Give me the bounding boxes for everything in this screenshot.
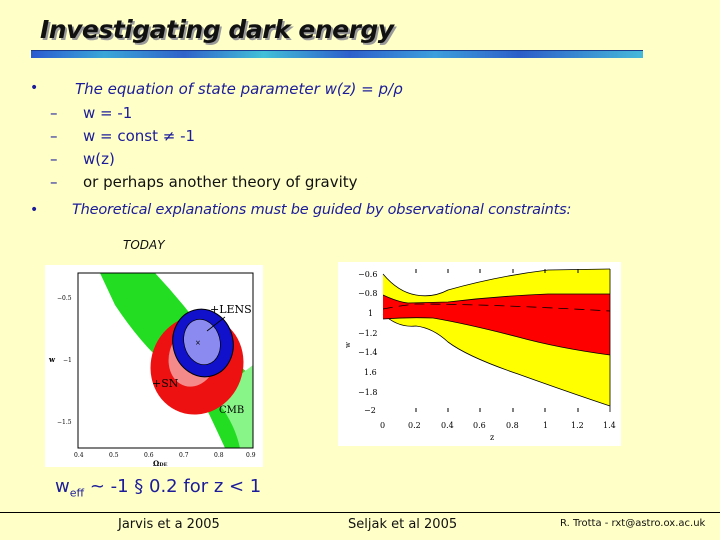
svg-text:0.4: 0.4	[74, 452, 84, 459]
svg-text:−1.8: −1.8	[358, 388, 377, 397]
svg-text:−2: −2	[364, 406, 376, 415]
weff-symbol: w	[55, 476, 70, 497]
dash-icon: –	[50, 104, 58, 122]
bullet-icon: •	[30, 202, 39, 218]
svg-text:−1.2: −1.2	[358, 329, 377, 338]
svg-text:0.4: 0.4	[441, 421, 454, 430]
svg-text:1.6: 1.6	[364, 368, 377, 377]
svg-text:−0.6: −0.6	[358, 270, 377, 279]
svg-text:0.9: 0.9	[246, 452, 256, 459]
svg-text:−0.5: −0.5	[57, 295, 72, 302]
svg-text:−0.8: −0.8	[358, 289, 377, 298]
dash-icon: –	[50, 173, 58, 191]
subitem-text: or perhaps another theory of gravity	[83, 173, 358, 191]
svg-text:1.4: 1.4	[603, 421, 616, 430]
svg-text:w: w	[344, 342, 352, 348]
slide-title: Investigating dark energy	[40, 15, 394, 44]
subitem-text: w(z)	[83, 150, 115, 168]
footer-ref-center: Seljak et al 2005	[348, 517, 458, 532]
dash-icon: –	[50, 127, 58, 145]
dash-icon: –	[50, 150, 58, 168]
svg-text:1: 1	[368, 309, 373, 318]
svg-text:0.8: 0.8	[506, 421, 519, 430]
svg-text:−1.5: −1.5	[57, 419, 72, 426]
bullet-text: Theoretical explanations must be guided …	[72, 202, 572, 218]
svg-text:1: 1	[543, 421, 548, 430]
svg-text:×: ×	[195, 339, 201, 347]
svg-text:1.2: 1.2	[571, 421, 584, 430]
svg-text:−1.4: −1.4	[358, 348, 377, 357]
weff-value: ~ -1 § 0.2 for z < 1	[84, 476, 262, 497]
svg-text:w: w	[48, 355, 56, 364]
svg-text:0.6: 0.6	[473, 421, 486, 430]
svg-text:0.8: 0.8	[214, 452, 224, 459]
lens-label: +LENS	[210, 303, 252, 316]
footer-ref-left: Jarvis et a 2005	[118, 517, 220, 532]
today-label: TODAY	[123, 238, 165, 252]
footer-divider	[0, 512, 720, 513]
svg-text:CMB: CMB	[219, 405, 244, 416]
contour-plot-omega-w: × +LENS +SN CMB −0.5 −1 −1.5 w 0.4 0.5 0…	[45, 265, 263, 468]
weff-subscript: eff	[69, 486, 85, 500]
weff-result: weff ~ -1 § 0.2 for z < 1	[55, 476, 261, 500]
svg-text:−1: −1	[63, 357, 72, 364]
svg-text:z: z	[490, 433, 494, 442]
svg-text:0.2: 0.2	[408, 421, 421, 430]
svg-text:0.6: 0.6	[144, 452, 154, 459]
footer-author: R. Trotta - rxt@astro.ox.ac.uk	[560, 518, 706, 529]
title-underline-bar	[31, 50, 643, 58]
svg-text:0.5: 0.5	[109, 452, 119, 459]
svg-text:ΩDE: ΩDE	[153, 459, 168, 467]
subitem-text: w = -1	[83, 104, 133, 122]
svg-text:0.7: 0.7	[179, 452, 189, 459]
bullet-text: The equation of state parameter w(z) = p…	[75, 80, 403, 98]
svg-text:0: 0	[380, 421, 385, 430]
subitem-text: w = const ≠ -1	[83, 127, 196, 145]
bullet-icon: •	[30, 80, 39, 96]
wz-reconstruction-plot: −0.6 −0.8 1 −1.2 −1.4 1.6 −1.8 −2 w 0 0.2…	[338, 262, 621, 446]
svg-text:+SN: +SN	[152, 377, 179, 390]
